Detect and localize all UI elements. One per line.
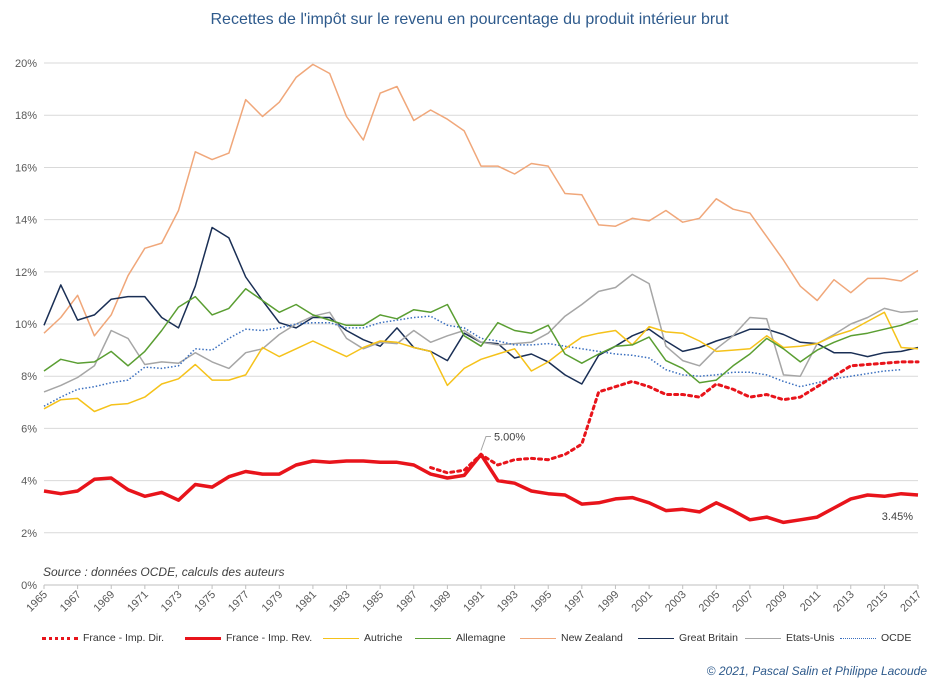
legend: France - Imp. Dir. France - Imp. Rev. Autr…: [30, 632, 920, 650]
legend-item: France - Imp. Dir.: [42, 632, 164, 644]
legend-swatch: [638, 637, 674, 639]
series-line-great-britain: [43, 226, 919, 385]
legend-label: Allemagne: [456, 632, 506, 644]
x-tick-label: 1987: [394, 589, 420, 615]
legend-swatch: [840, 637, 876, 639]
x-tick-label: 1973: [159, 589, 185, 615]
series-line-autriche: [43, 311, 919, 413]
legend-item: Great Britain: [638, 632, 738, 644]
annotation-leader: [480, 436, 491, 451]
x-tick-label: 1975: [192, 589, 218, 615]
y-tick-label: 16%: [15, 162, 37, 174]
x-tick-label: 1989: [428, 589, 454, 615]
x-axis-ticks: 1965 1967 1969 1971 1973 1975 1977 1979 1981 1983…: [24, 585, 924, 614]
x-tick-label: 1977: [226, 589, 252, 615]
series-line-ocde: [43, 315, 902, 407]
x-tick-label: 1971: [125, 589, 151, 615]
x-tick-label: 2017: [898, 589, 924, 615]
x-tick-label: 2007: [730, 589, 756, 615]
legend-item: Allemagne: [415, 632, 506, 644]
series-line-france-imp-rev-: [43, 452, 919, 525]
source-note: Source : données OCDE, calculs des auteu…: [43, 565, 285, 579]
series-line-etats-unis: [43, 273, 919, 393]
legend-label: Autriche: [364, 632, 403, 644]
y-tick-label: 20%: [15, 58, 37, 70]
legend-label: OCDE: [881, 632, 912, 644]
series-line-france-imp-dir-: [429, 360, 920, 475]
x-tick-label: 1999: [596, 589, 622, 615]
y-tick-label: 12%: [15, 267, 37, 279]
x-tick-label: 2001: [629, 589, 655, 615]
y-tick-label: 4%: [21, 476, 37, 488]
y-axis-ticks: 0% 2% 4% 6% 8% 10% 12% 14% 16% 18% 20%: [15, 58, 37, 592]
legend-label: Great Britain: [679, 632, 738, 644]
legend-swatch: [415, 637, 451, 639]
x-tick-label: 1993: [495, 589, 521, 615]
y-tick-label: 18%: [15, 110, 37, 122]
x-tick-label: 1985: [360, 589, 386, 615]
x-tick-label: 2013: [831, 589, 857, 615]
x-tick-label: 1981: [293, 589, 319, 615]
x-tick-label: 2009: [764, 589, 790, 615]
series-line-new-zealand: [43, 63, 919, 337]
y-tick-label: 8%: [21, 371, 37, 383]
legend-item: Autriche: [323, 632, 403, 644]
x-tick-label: 1979: [260, 589, 286, 615]
x-tick-label: 1967: [58, 589, 84, 615]
legend-item: France - Imp. Rev.: [185, 632, 312, 644]
legend-label: France - Imp. Rev.: [226, 632, 313, 644]
x-tick-label: 1969: [92, 589, 118, 615]
legend-label: France - Imp. Dir.: [83, 632, 165, 644]
y-tick-label: 10%: [15, 319, 37, 331]
x-tick-label: 2003: [663, 589, 689, 615]
legend-swatch: [745, 637, 781, 639]
x-tick-label: 1991: [461, 589, 487, 615]
legend-item: OCDE: [840, 632, 911, 644]
annotations: 5.00% 3.45%: [480, 432, 913, 523]
x-tick-label: 1995: [529, 589, 555, 615]
gridlines: [44, 62, 918, 586]
legend-swatch: [185, 636, 221, 640]
legend-item: New Zealand: [520, 632, 623, 644]
y-tick-label: 6%: [21, 423, 37, 435]
x-tick-label: 2005: [697, 589, 723, 615]
y-tick-label: 14%: [15, 215, 37, 227]
series-line-allemagne: [43, 288, 919, 384]
x-tick-label: 2015: [865, 589, 891, 615]
annotation-label: 5.00%: [494, 432, 525, 444]
y-tick-label: 2%: [21, 528, 37, 540]
legend-label: New Zealand: [561, 632, 623, 644]
series-lines: [43, 63, 920, 525]
legend-item: Etats-Unis: [745, 632, 834, 644]
annotation-label: 3.45%: [882, 511, 913, 523]
legend-swatch: [42, 636, 78, 640]
legend-label: Etats-Unis: [786, 632, 835, 644]
x-tick-label: 1983: [327, 589, 353, 615]
x-tick-label: 1965: [24, 589, 50, 615]
legend-swatch: [323, 637, 359, 639]
y-tick-label: 0%: [21, 580, 37, 592]
x-tick-label: 1997: [562, 589, 588, 615]
copyright-notice: © 2021, Pascal Salin et Philippe Lacoude: [706, 664, 927, 678]
chart-title: Recettes de l'impôt sur le revenu en pou…: [210, 11, 729, 28]
legend-swatch: [520, 637, 556, 639]
x-tick-label: 2011: [798, 589, 823, 614]
